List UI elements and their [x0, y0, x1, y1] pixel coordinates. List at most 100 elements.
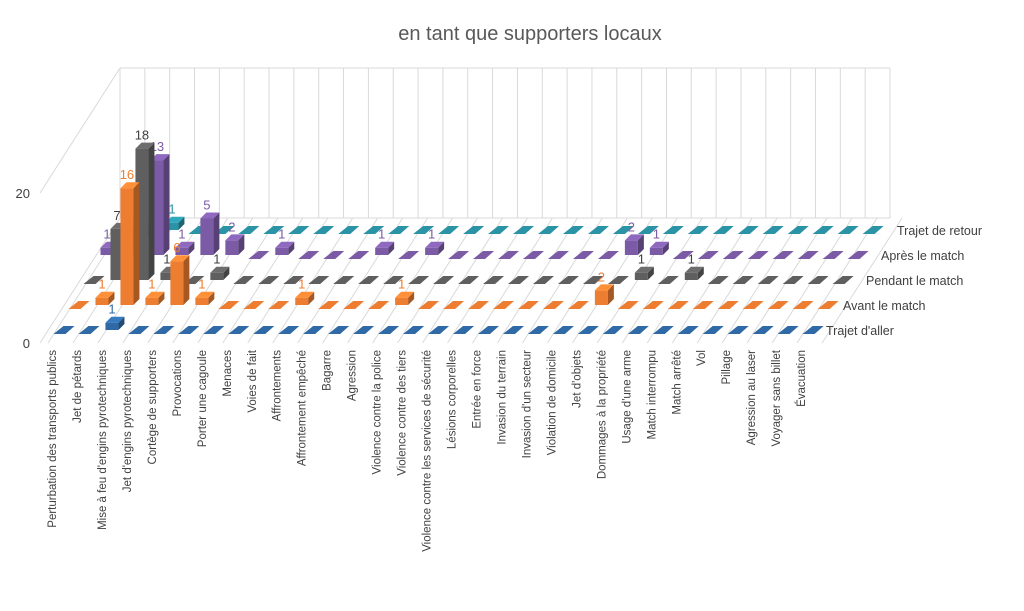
bar-top: [170, 255, 190, 262]
bar-front: [95, 297, 109, 305]
bars: 112111251133111111872111611611: [53, 128, 884, 334]
bar: [408, 276, 430, 284]
category-label: Violation de domicile: [546, 350, 558, 455]
bar: [78, 326, 100, 334]
bar: [298, 251, 320, 259]
bar: [807, 276, 829, 284]
bar-top: [225, 234, 245, 241]
bar-top: [105, 316, 125, 323]
bar-flat: [832, 276, 854, 284]
category-label: Agression au laser: [746, 350, 758, 445]
bar: [463, 226, 485, 234]
bar: [458, 276, 480, 284]
category-label: Entrée en force: [471, 350, 483, 429]
bar-flat: [418, 301, 440, 309]
bar: [418, 301, 440, 309]
bar-flat: [468, 301, 490, 309]
bar: [702, 326, 724, 334]
category-label: Cortège de supporters: [147, 350, 159, 465]
data-label: 1: [103, 227, 110, 242]
bar: [303, 326, 325, 334]
bar: 1: [145, 277, 165, 305]
bar-flat: [767, 301, 789, 309]
bar-flat: [792, 301, 814, 309]
data-label: 18: [135, 128, 149, 143]
bar-flat: [348, 251, 370, 259]
bar-flat: [727, 326, 749, 334]
bar-top: [175, 241, 195, 248]
bar: 1: [275, 227, 295, 255]
bar-top: [594, 284, 614, 291]
bar: [737, 226, 759, 234]
side-wall-gridline: [39, 217, 121, 344]
bar: [547, 251, 569, 259]
bar-top: [649, 241, 669, 248]
bar-flat: [737, 226, 759, 234]
bar-flat: [483, 276, 505, 284]
bar-flat: [448, 251, 470, 259]
depth-axis: Trajet d'aller Avant le match Pendant le m…: [826, 224, 982, 338]
data-label: 1: [398, 277, 405, 292]
bar: [722, 251, 744, 259]
y-axis: 0 20: [16, 186, 30, 351]
bar-flat: [522, 251, 544, 259]
data-label: 1: [198, 277, 205, 292]
data-label: 1: [638, 252, 645, 267]
bar-flat: [667, 301, 689, 309]
bar-flat: [557, 276, 579, 284]
bar: [587, 226, 609, 234]
bar-front: [225, 240, 239, 255]
bar-front: [120, 188, 134, 305]
bar: [742, 301, 764, 309]
bar: [473, 251, 495, 259]
bar: [333, 276, 355, 284]
bar: [782, 276, 804, 284]
bar-front: [210, 272, 224, 280]
bar-flat: [747, 251, 769, 259]
data-label: 16: [120, 167, 134, 182]
bar-flat: [338, 226, 360, 234]
bar: [607, 276, 629, 284]
bar-flat: [363, 226, 385, 234]
bar-flat: [238, 226, 260, 234]
bar: [597, 251, 619, 259]
bar-flat: [228, 326, 250, 334]
bar-front: [624, 240, 638, 255]
bar: [348, 251, 370, 259]
bar-flat: [732, 276, 754, 284]
bar: [228, 326, 250, 334]
bar: [527, 326, 549, 334]
bar: 1: [195, 277, 215, 305]
bar-top: [210, 266, 230, 273]
bar: [662, 226, 684, 234]
bar-front: [684, 272, 698, 280]
bar: [477, 326, 499, 334]
bar-side: [148, 142, 155, 280]
bar: [802, 326, 824, 334]
bar-side: [662, 241, 669, 255]
bar-side: [188, 241, 195, 255]
bar-top: [120, 182, 140, 189]
bar-flat: [323, 251, 345, 259]
category-label: Match interrompu: [646, 350, 658, 439]
category-label: Violence contre les services de sécurité: [422, 350, 434, 552]
bar-top: [165, 216, 185, 223]
category-label: Violence contre des tiers: [397, 350, 409, 476]
bar-flat: [278, 326, 300, 334]
bar-flat: [258, 276, 280, 284]
bar: [218, 301, 240, 309]
bar-side: [158, 291, 165, 305]
bar: [492, 301, 514, 309]
bar-top: [684, 266, 704, 273]
bar-flat: [797, 251, 819, 259]
floor-gridline: [821, 217, 903, 344]
bar: [712, 226, 734, 234]
bar-front: [195, 297, 209, 305]
category-label: Jet de pétards: [72, 350, 84, 423]
bar-flat: [777, 326, 799, 334]
bar-flat: [652, 326, 674, 334]
data-label: 1: [98, 277, 105, 292]
bar: [53, 326, 75, 334]
category-label: Match arrêté: [671, 350, 683, 415]
bar: 1: [210, 252, 230, 280]
